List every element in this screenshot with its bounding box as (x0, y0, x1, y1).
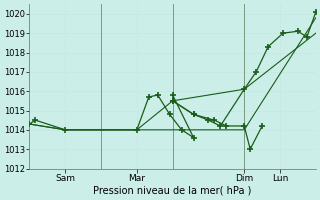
X-axis label: Pression niveau de la mer( hPa ): Pression niveau de la mer( hPa ) (93, 186, 252, 196)
